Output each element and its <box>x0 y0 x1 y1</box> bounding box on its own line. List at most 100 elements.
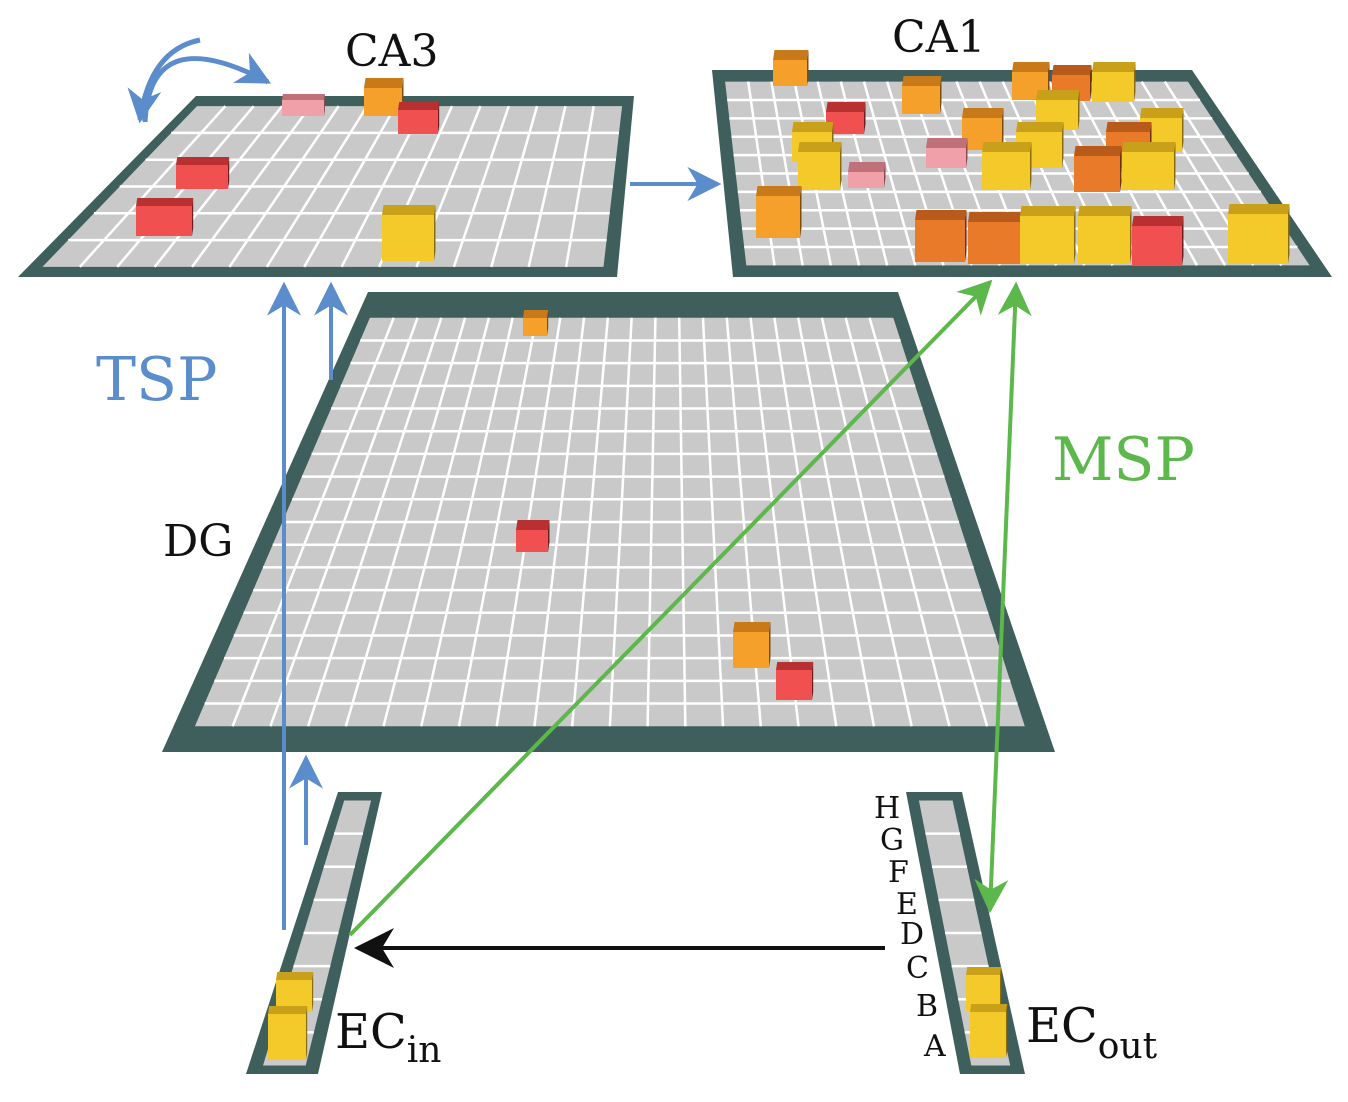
ca1-cube-7-top <box>962 108 1004 118</box>
ec-in-main: EC <box>335 1004 407 1060</box>
ec-in-cube-1-side <box>312 972 314 1012</box>
ca1-cube-20-top <box>915 210 967 220</box>
ca1-cube-23-top <box>1078 206 1132 216</box>
ec-out-main: EC <box>1026 998 1098 1054</box>
dg-cube-2-top <box>516 520 550 530</box>
ca1-cube-24-front <box>1132 226 1182 266</box>
ca1-cube-13-top <box>926 138 968 148</box>
ec-out-letter-f: F <box>888 855 909 890</box>
dg-label: DG <box>163 516 233 567</box>
ec-out-letter-h: H <box>874 791 900 826</box>
ca1-cube-20-front <box>915 220 965 262</box>
ca3-cube-1-front <box>282 100 324 116</box>
ec-in-cube-2-front <box>268 1014 306 1060</box>
ca3-cube-1-top <box>282 94 325 100</box>
ca1-cube-23-front <box>1078 216 1130 264</box>
ca1-cube-2-front <box>902 86 940 114</box>
ca3-cube-3-side <box>438 102 440 134</box>
ca1-cube-6-front <box>826 112 864 134</box>
ca1-label: CA1 <box>892 12 985 63</box>
dg-cube-4-top <box>776 662 814 670</box>
ec-out-letter-a: A <box>923 1029 946 1064</box>
dg-cube-2-front <box>516 530 548 552</box>
ca3-cube-3-front <box>398 110 438 134</box>
ec-in-sub: in <box>407 1030 442 1071</box>
ca1-cube-24-side <box>1182 216 1184 266</box>
ca1-cube-11-top <box>1016 122 1064 132</box>
ca3-label: CA3 <box>345 26 438 77</box>
ca1-cube-22-side <box>1074 206 1076 264</box>
ca1-gridlines <box>727 80 1298 267</box>
ca1-cube-4-top <box>1052 65 1092 75</box>
ca1-cube-25-top <box>1228 204 1290 214</box>
ca1-cube-8-side <box>1078 90 1080 130</box>
ca3-cube-4-side <box>228 157 230 189</box>
msp-arrow-ecin-ca1 <box>348 279 993 937</box>
ec-out-letter-d: D <box>900 917 924 952</box>
dg-cube-1-top <box>523 310 549 318</box>
ca1-cube-6-side <box>864 102 866 134</box>
ca1-cube-8-top <box>1036 90 1080 100</box>
ca1-cube-1-side <box>807 50 809 86</box>
ec-out-cube-1-side <box>1000 967 1002 1011</box>
ca3-cube-3-top <box>398 102 440 110</box>
ca1-cube-20-side <box>965 210 967 262</box>
dg-cube-3-side <box>769 622 771 668</box>
ca1-cube-19-side <box>800 186 802 238</box>
ca1-cube-1-front <box>773 60 807 86</box>
ca1-cube-14-top <box>982 142 1032 152</box>
ca3-cube-5-front <box>136 206 192 236</box>
ca1-cube-1-top <box>773 50 809 60</box>
ec-in-cube-2-side <box>306 1006 308 1060</box>
ca1-cube-7-side <box>1002 108 1004 150</box>
ca1-grid-panel <box>712 50 1332 277</box>
ec-out-letter-e: E <box>896 887 918 922</box>
tsp-arrows <box>127 37 722 930</box>
ec-out-letter-g: G <box>880 823 904 858</box>
ca1-cube-9-side <box>1182 108 1184 152</box>
dg-cube-1-side <box>547 310 549 336</box>
ca1-cube-14-front <box>982 152 1030 190</box>
ec-out-sub: out <box>1098 1026 1158 1067</box>
ca1-cube-17-side <box>1120 146 1122 192</box>
ca1-cube-9-top <box>1140 108 1184 118</box>
ca3-cube-4-top <box>176 157 230 165</box>
ec-out-grid-panel <box>906 792 1025 1074</box>
ca1-cube-23-side <box>1130 206 1132 264</box>
ec-out-cube-1-top <box>966 967 1002 975</box>
ca1-cube-15-top <box>848 162 886 172</box>
ca1-cube-25-side <box>1288 204 1290 264</box>
ca3-cube-4-front <box>176 165 228 189</box>
ca1-cube-12-top <box>1106 122 1152 132</box>
ca1-cube-18-front <box>1122 152 1174 190</box>
dg-gridlines <box>204 317 1018 727</box>
ca1-cube-5-top <box>1092 62 1136 72</box>
ec-out-cube-2-side <box>1006 1004 1008 1058</box>
ca1-cube-25-front <box>1228 214 1288 264</box>
dg-cube-3-top <box>733 622 771 632</box>
msp-label: MSP <box>1052 425 1195 495</box>
ca1-cube-17-top <box>1074 146 1122 156</box>
ca3-cube-5-side <box>192 198 194 236</box>
ca3-cube-6-front <box>382 215 434 261</box>
ca3-cube-1-side <box>324 94 325 116</box>
ec-in-cube-2-top <box>268 1006 308 1014</box>
ca3-cube-2-top <box>364 78 404 88</box>
ec-out-letter-b: B <box>916 989 938 1024</box>
ca1-cube-22-top <box>1020 206 1076 216</box>
ca1-cube-22-front <box>1020 216 1074 264</box>
msp-arrow-ca1-ecout <box>974 281 1032 914</box>
dg-cube-4-side <box>812 662 814 700</box>
ca1-cube-10-top <box>792 122 834 132</box>
ca1-cube-6-top <box>826 102 866 112</box>
dg-cube-2-side <box>548 520 550 552</box>
ec-out-letter-c: C <box>906 951 929 986</box>
ca3-grid-panel <box>18 78 634 277</box>
msp-arrows <box>348 279 1032 937</box>
ca1-cube-11-side <box>1062 122 1064 168</box>
ec-in-grid-panel <box>246 792 382 1074</box>
ca1-cube-15-side <box>884 162 886 188</box>
ca3-cube-6-top <box>382 205 436 215</box>
ec-out-label: ECout <box>1026 998 1158 1067</box>
